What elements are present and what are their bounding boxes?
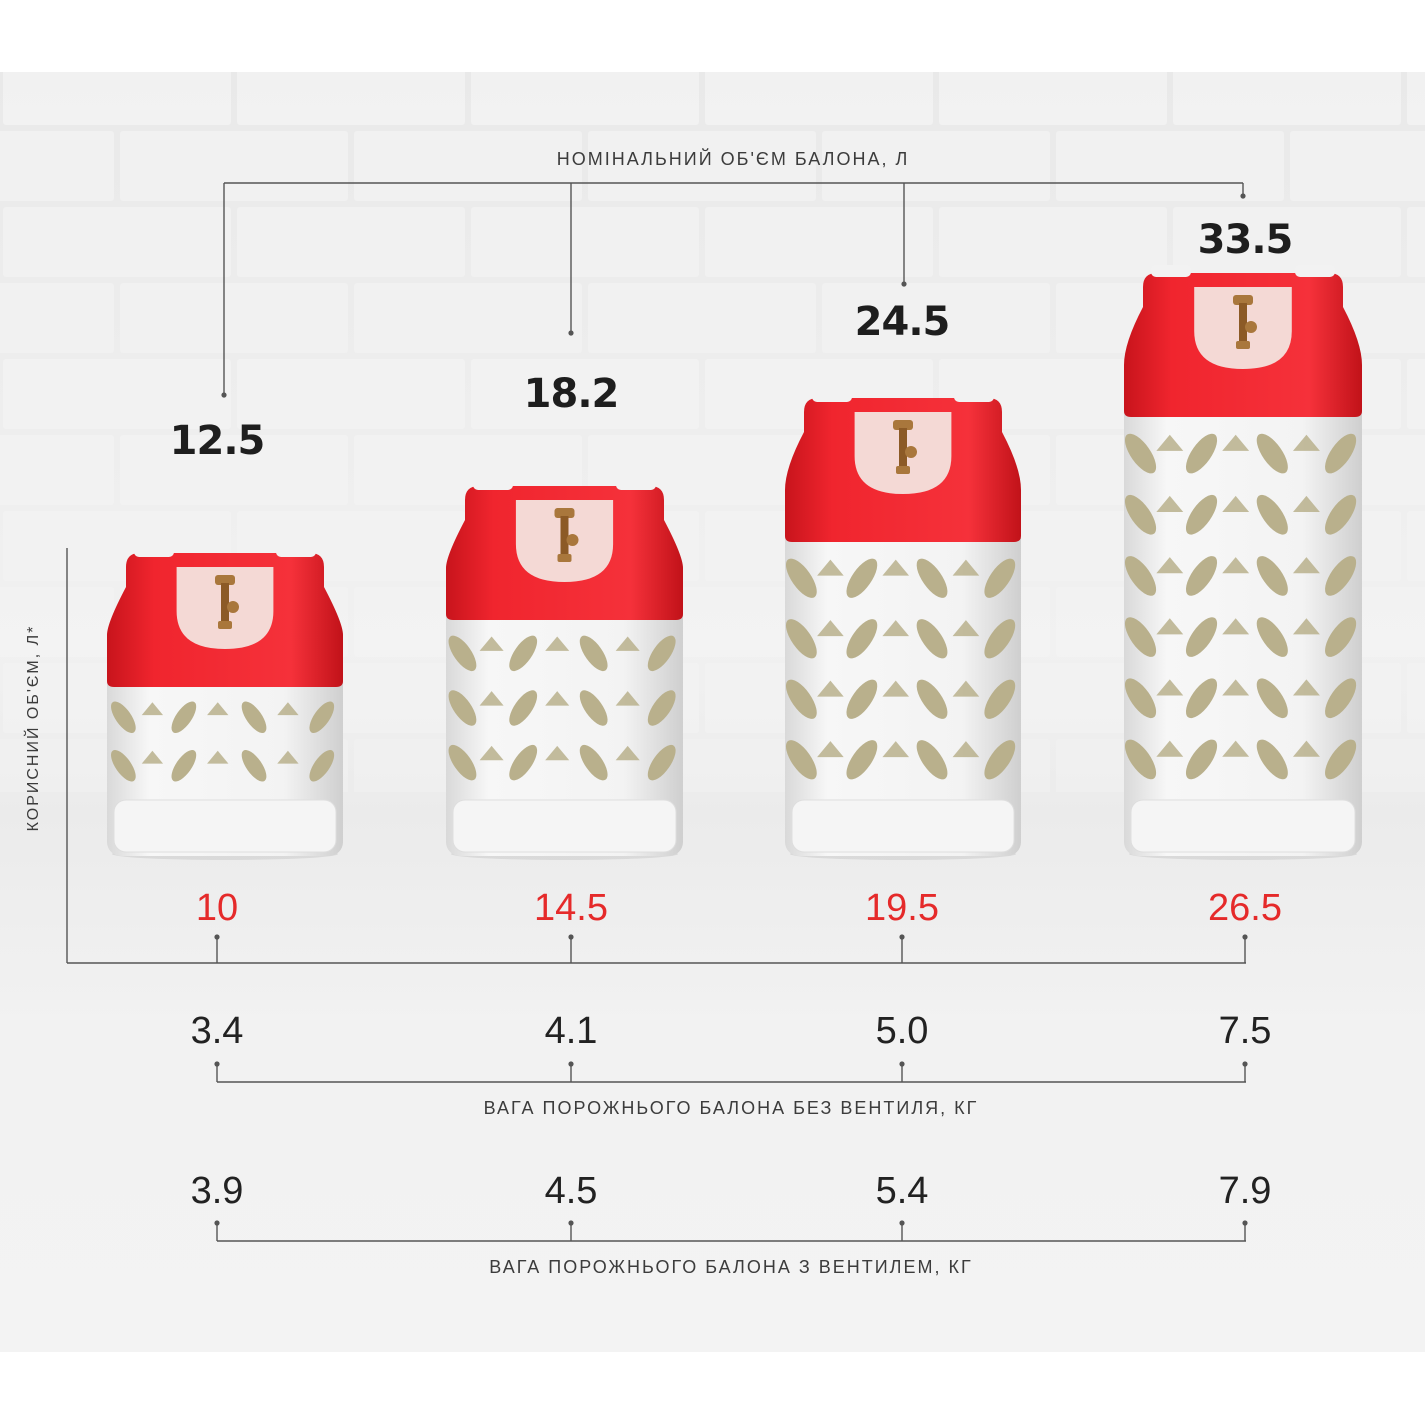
gas-cylinder-24-5 xyxy=(785,390,1021,860)
nominal-volume-value: 33.5 xyxy=(1197,217,1294,263)
gas-cylinder-18-2 xyxy=(446,478,683,860)
gas-cylinder-33-5 xyxy=(1124,265,1362,860)
useful-volume-value: 26.5 xyxy=(1208,887,1282,929)
weight-with-valve-value: 3.9 xyxy=(190,1170,244,1212)
useful-volume-value: 19.5 xyxy=(865,887,939,929)
weight-with-valve-value: 7.9 xyxy=(1218,1170,1272,1212)
weight-with-valve-value: 4.5 xyxy=(544,1170,598,1212)
nominal-volume-caption: НОМІНАЛЬНИЙ ОБ'ЄМ БАЛОНА, Л xyxy=(556,149,910,169)
weight-no-valve-value: 3.4 xyxy=(190,1010,244,1052)
nominal-volume-value: 18.2 xyxy=(523,371,620,417)
gas-cylinder-12-5 xyxy=(107,545,343,860)
weight-no-valve-value: 7.5 xyxy=(1218,1010,1272,1052)
weight-with-valve-value: 5.4 xyxy=(875,1170,929,1212)
useful-volume-caption: КОРИСНИЙ ОБ'ЄМ, Л* xyxy=(25,624,42,832)
weight-no-valve-caption: ВАГА ПОРОЖНЬОГО БАЛОНА БЕЗ ВЕНТИЛЯ, КГ xyxy=(483,1098,979,1118)
nominal-volume-value: 12.5 xyxy=(169,418,266,464)
weight-no-valve-value: 5.0 xyxy=(875,1010,929,1052)
weight-with-valve-caption: ВАГА ПОРОЖНЬОГО БАЛОНА З ВЕНТИЛЕМ, КГ xyxy=(489,1257,973,1277)
useful-volume-value: 14.5 xyxy=(534,887,608,929)
useful-volume-value: 10 xyxy=(195,887,239,929)
weight-no-valve-value: 4.1 xyxy=(544,1010,598,1052)
nominal-volume-value: 24.5 xyxy=(854,299,951,345)
